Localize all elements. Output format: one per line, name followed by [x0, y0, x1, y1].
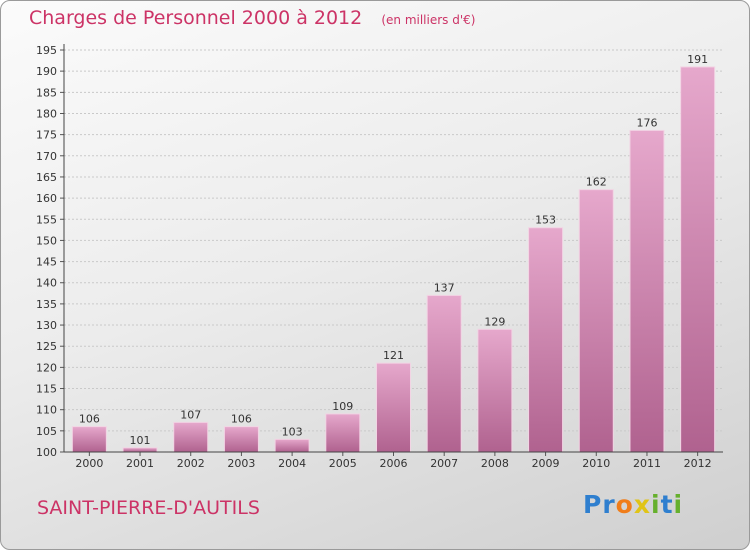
bar-value-label: 176 — [636, 116, 657, 129]
y-tick-label: 105 — [36, 425, 57, 438]
bar — [325, 413, 361, 453]
x-tick-label: 2001 — [126, 457, 154, 470]
y-tick-label: 150 — [36, 234, 57, 247]
x-tick-label: 2009 — [532, 457, 560, 470]
y-tick-label: 160 — [36, 192, 57, 205]
bar-value-label: 137 — [434, 281, 455, 294]
x-tick-label: 2004 — [278, 457, 306, 470]
bar — [122, 447, 158, 453]
bar — [376, 362, 411, 453]
y-tick-label: 165 — [36, 171, 57, 184]
y-tick-label: 195 — [36, 44, 57, 57]
bar — [274, 438, 310, 453]
x-tick-label: 2002 — [177, 457, 205, 470]
chart-subtitle: (en milliers d'€) — [381, 13, 476, 27]
logo-letter: x — [633, 490, 651, 519]
bar — [578, 189, 614, 453]
x-tick-label: 2000 — [75, 457, 103, 470]
logo-letter: r — [602, 490, 616, 519]
bar — [680, 66, 716, 453]
bar-value-label: 162 — [586, 176, 607, 189]
x-tick-label: 2007 — [430, 457, 458, 470]
bar-value-label: 103 — [282, 425, 303, 438]
bar — [629, 129, 665, 453]
logo-letter: i — [651, 490, 661, 519]
x-tick-label: 2010 — [582, 457, 610, 470]
bar-value-label: 121 — [383, 349, 404, 362]
bar-value-label: 129 — [484, 315, 505, 328]
bar-value-label: 191 — [687, 53, 708, 66]
bar — [223, 426, 259, 453]
commune-name: SAINT-PIERRE-D'AUTILS — [37, 497, 260, 519]
y-tick-label: 125 — [36, 340, 57, 353]
chart-header: Charges de Personnel 2000 à 2012 (en mil… — [29, 7, 475, 29]
x-tick-label: 2012 — [684, 457, 712, 470]
y-tick-label: 175 — [36, 129, 57, 142]
logo-letter: i — [673, 490, 684, 519]
y-tick-label: 155 — [36, 213, 57, 226]
logo-letter: P — [583, 490, 603, 519]
x-tick-label: 2006 — [380, 457, 408, 470]
bar-value-label: 106 — [231, 413, 252, 426]
x-tick-label: 2011 — [633, 457, 661, 470]
chart-title: Charges de Personnel 2000 à 2012 — [29, 7, 363, 29]
y-tick-label: 170 — [36, 150, 57, 163]
y-tick-label: 140 — [36, 277, 57, 290]
logo-letter: t — [660, 490, 674, 519]
bar — [71, 426, 107, 453]
bar-value-label: 109 — [332, 400, 353, 413]
y-tick-label: 115 — [36, 383, 57, 396]
y-tick-label: 120 — [36, 361, 57, 374]
bar — [426, 294, 462, 453]
y-tick-label: 130 — [36, 319, 57, 332]
logo-letter: o — [615, 490, 634, 519]
bar — [173, 421, 209, 453]
bar — [477, 328, 513, 453]
bar-value-label: 153 — [535, 214, 556, 227]
y-tick-label: 145 — [36, 256, 57, 269]
y-tick-label: 190 — [36, 65, 57, 78]
x-tick-label: 2003 — [227, 457, 255, 470]
bar-value-label: 106 — [79, 413, 100, 426]
y-tick-label: 180 — [36, 107, 57, 120]
x-tick-label: 2008 — [481, 457, 509, 470]
x-tick-label: 2005 — [329, 457, 357, 470]
y-tick-label: 100 — [36, 446, 57, 459]
proxiti-logo: Proxiti — [583, 490, 683, 519]
bar-value-label: 107 — [180, 408, 201, 421]
y-tick-label: 135 — [36, 298, 57, 311]
bar-value-label: 101 — [130, 434, 151, 447]
y-tick-label: 110 — [36, 404, 57, 417]
y-tick-label: 185 — [36, 86, 57, 99]
bar — [528, 227, 564, 453]
